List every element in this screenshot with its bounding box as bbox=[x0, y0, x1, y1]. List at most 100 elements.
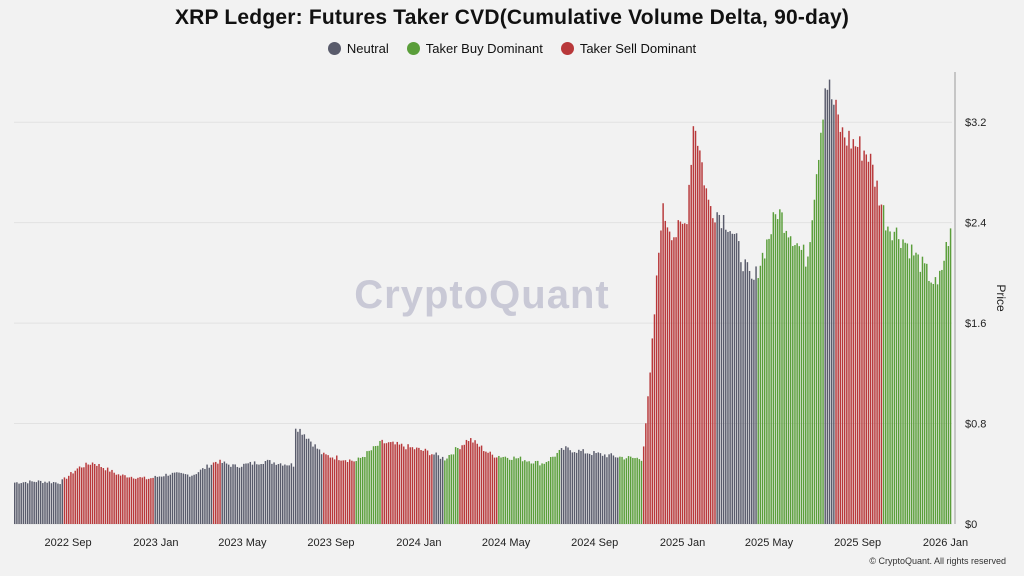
price-bar bbox=[662, 203, 664, 525]
price-bar bbox=[128, 477, 131, 524]
price-bar bbox=[526, 461, 528, 524]
price-bar bbox=[560, 448, 563, 524]
price-bar bbox=[85, 462, 87, 524]
price-bar bbox=[439, 458, 442, 524]
price-bar bbox=[597, 452, 600, 524]
price-bar bbox=[798, 246, 801, 524]
price-bar bbox=[212, 462, 215, 524]
price-bar bbox=[936, 284, 939, 524]
price-bar bbox=[349, 459, 351, 524]
x-tick-label: 2023 May bbox=[218, 537, 267, 549]
price-bar bbox=[521, 461, 524, 524]
price-bar bbox=[627, 456, 630, 524]
price-bar bbox=[290, 463, 293, 524]
price-bar bbox=[366, 451, 368, 524]
price-bar bbox=[374, 446, 377, 524]
price-bar bbox=[770, 234, 772, 524]
price-bar bbox=[215, 461, 217, 524]
price-bar bbox=[316, 448, 319, 524]
price-bar bbox=[221, 462, 223, 524]
price-bar bbox=[26, 483, 29, 524]
price-bar bbox=[33, 481, 35, 524]
x-tick-label: 2025 May bbox=[745, 537, 794, 549]
y-tick-label: $1.6 bbox=[965, 318, 986, 330]
price-bar bbox=[614, 457, 617, 524]
price-bar bbox=[850, 148, 852, 525]
price-bar bbox=[629, 456, 632, 524]
price-bar bbox=[245, 463, 247, 524]
price-bar bbox=[869, 153, 872, 524]
price-bar bbox=[385, 443, 388, 524]
price-bar bbox=[575, 452, 578, 524]
price-bar bbox=[52, 482, 55, 524]
bars bbox=[14, 79, 952, 525]
price-bar bbox=[478, 446, 481, 524]
price-bar bbox=[820, 132, 822, 524]
price-bar bbox=[809, 242, 811, 524]
price-bar bbox=[483, 451, 485, 524]
price-bar bbox=[135, 478, 137, 524]
x-tick-label: 2023 Jan bbox=[133, 537, 178, 549]
price-bar bbox=[318, 449, 321, 524]
price-bar bbox=[251, 464, 254, 524]
price-bar bbox=[712, 218, 714, 524]
price-bar bbox=[573, 452, 576, 524]
price-bar bbox=[746, 262, 749, 524]
price-bar bbox=[485, 451, 487, 524]
price-bar bbox=[928, 280, 930, 524]
price-bar bbox=[703, 185, 705, 525]
price-bar bbox=[169, 474, 172, 524]
price-bar bbox=[897, 239, 900, 524]
price-bar bbox=[941, 269, 943, 524]
price-bar bbox=[314, 444, 316, 524]
price-bar bbox=[599, 453, 602, 524]
price-bar bbox=[562, 449, 565, 524]
price-bar bbox=[792, 246, 794, 525]
price-bar bbox=[400, 443, 403, 524]
x-tick-label: 2024 Jan bbox=[396, 537, 441, 549]
price-bar bbox=[541, 463, 543, 524]
price-bar bbox=[63, 477, 66, 524]
price-bar bbox=[625, 458, 628, 524]
price-bar bbox=[247, 463, 249, 524]
price-bar bbox=[805, 266, 807, 524]
price-bar bbox=[617, 457, 619, 524]
price-bar bbox=[880, 204, 883, 524]
price-bar bbox=[902, 239, 904, 524]
price-bar bbox=[223, 461, 226, 524]
price-bar bbox=[234, 464, 236, 524]
price-bar bbox=[72, 473, 74, 524]
watermark: CryptoQuant bbox=[354, 273, 609, 317]
price-bar bbox=[357, 457, 360, 524]
price-bar bbox=[111, 469, 113, 524]
price-bar bbox=[751, 278, 753, 524]
price-bar bbox=[243, 463, 245, 524]
price-bar bbox=[428, 455, 431, 524]
price-bar bbox=[774, 214, 777, 524]
price-bar bbox=[104, 470, 107, 524]
price-bar bbox=[353, 461, 355, 524]
copyright-notice: © CryptoQuant. All rights reserved bbox=[869, 556, 1006, 566]
price-bar bbox=[779, 209, 781, 524]
price-bar bbox=[383, 443, 386, 524]
price-bar bbox=[476, 443, 478, 524]
legend-item-neutral[interactable]: Neutral bbox=[327, 41, 389, 56]
legend-item-sell[interactable]: Taker Sell Dominant bbox=[560, 41, 696, 56]
price-bar bbox=[184, 474, 187, 524]
price-bar bbox=[835, 99, 837, 524]
price-bar bbox=[437, 455, 440, 524]
price-bar bbox=[100, 467, 102, 524]
legend-item-buy[interactable]: Taker Buy Dominant bbox=[406, 41, 543, 56]
price-bar bbox=[470, 438, 472, 524]
price-bar bbox=[729, 231, 731, 525]
price-bar bbox=[230, 466, 232, 524]
price-bar bbox=[796, 243, 798, 524]
price-bar bbox=[882, 205, 885, 524]
price-bar bbox=[307, 438, 310, 524]
price-bar bbox=[433, 454, 435, 524]
price-bar bbox=[78, 466, 81, 524]
price-bar bbox=[811, 220, 813, 525]
price-bar bbox=[947, 246, 950, 525]
price-bar bbox=[945, 241, 947, 525]
price-bar bbox=[837, 114, 839, 524]
